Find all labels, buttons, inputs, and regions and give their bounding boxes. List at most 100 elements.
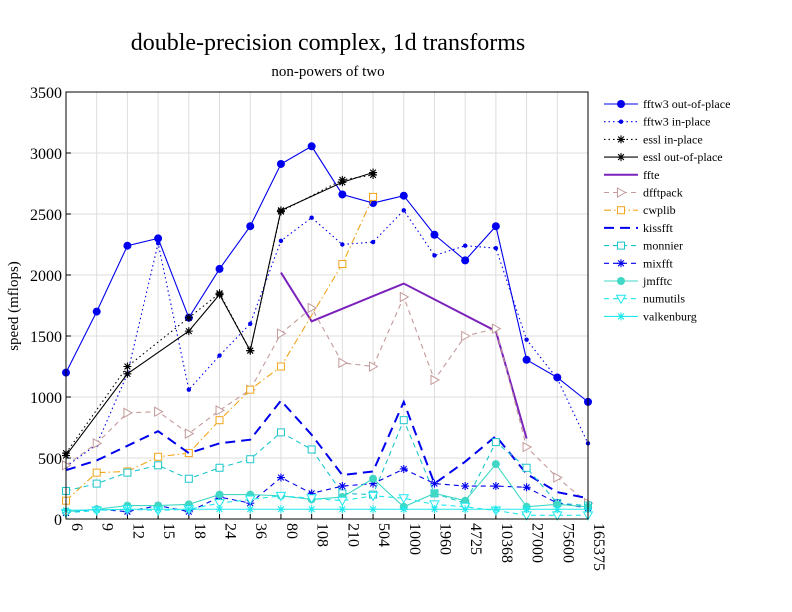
data-point <box>430 479 439 488</box>
legend-label: valkenburg <box>643 309 697 323</box>
data-point <box>491 460 500 469</box>
data-point <box>184 428 195 439</box>
data-point <box>432 253 437 258</box>
chart-title: double-precision complex, 1d transforms <box>131 30 526 56</box>
data-point <box>618 119 624 124</box>
data-point <box>461 496 470 505</box>
data-point <box>123 407 133 419</box>
x-tick-label: 4725 <box>467 523 484 555</box>
data-point <box>92 468 101 477</box>
data-point <box>338 178 347 187</box>
data-point <box>491 482 500 491</box>
series-line <box>65 508 588 512</box>
data-point <box>123 505 132 514</box>
data-point <box>399 505 408 514</box>
data-point <box>491 505 500 514</box>
data-point <box>307 302 318 314</box>
legend-label: jmfftc <box>642 274 672 288</box>
legend-label: dfftpack <box>643 186 683 200</box>
x-tick-label: 165375 <box>590 523 607 571</box>
y-tick-label: 1500 <box>30 329 62 346</box>
series-line <box>65 145 589 403</box>
data-point <box>493 245 499 251</box>
data-point <box>154 234 163 243</box>
data-point <box>522 441 533 453</box>
data-point <box>276 159 285 168</box>
series-jmfftc <box>62 460 592 516</box>
legend-label: essl out-of-place <box>643 150 723 164</box>
series-line <box>65 399 589 500</box>
data-point <box>430 374 440 386</box>
legend-label: essl in-place <box>643 132 703 146</box>
y-tick-label: 3500 <box>30 85 62 102</box>
x-tick-label: 1960 <box>436 523 453 555</box>
legend-entry: ffte <box>604 168 659 182</box>
data-point <box>369 505 378 514</box>
series-line <box>65 463 589 513</box>
legend-label: fftw3 in-place <box>643 115 710 129</box>
series-line <box>65 468 589 514</box>
series-line <box>65 295 589 504</box>
data-point <box>617 206 625 215</box>
x-tick-label: 12 <box>129 523 146 539</box>
data-point <box>340 242 345 247</box>
data-point <box>617 259 625 268</box>
data-point <box>369 361 379 372</box>
grid <box>65 91 589 520</box>
data-point <box>307 505 316 514</box>
data-point <box>617 135 625 144</box>
data-point <box>278 238 284 244</box>
data-point <box>491 222 500 231</box>
series-fftw3-out-of-place <box>62 142 592 406</box>
legend-label: mixfft <box>643 256 673 270</box>
series-dfftpack <box>62 291 594 509</box>
x-tick-label: 18 <box>191 523 208 539</box>
legend-entry: mixfft <box>604 256 673 270</box>
y-tick-label: 2000 <box>30 268 62 285</box>
legend-entry: jmfftc <box>604 274 672 288</box>
data-point <box>617 100 625 108</box>
data-point <box>461 256 470 265</box>
data-point <box>123 241 132 250</box>
legend-label: monnier <box>643 239 683 253</box>
data-point <box>184 474 193 483</box>
series-line <box>65 171 374 456</box>
data-point <box>276 428 285 437</box>
data-point <box>123 468 132 477</box>
data-point <box>307 142 316 151</box>
data-point <box>184 505 193 514</box>
x-tick-label: 504 <box>375 523 392 547</box>
series-line <box>65 196 374 502</box>
data-point <box>369 168 378 177</box>
data-point <box>522 483 531 492</box>
data-point <box>553 505 562 514</box>
data-point <box>399 464 408 473</box>
data-point <box>430 505 439 514</box>
data-point <box>399 291 410 303</box>
legend-label: numutils <box>643 292 685 306</box>
y-tick-label: 3000 <box>30 146 62 163</box>
data-point <box>461 505 470 514</box>
data-point <box>522 505 531 514</box>
data-point <box>369 479 378 488</box>
data-point <box>522 463 531 472</box>
data-point <box>617 312 625 321</box>
data-point <box>186 387 192 392</box>
data-point <box>306 494 318 504</box>
data-point <box>401 208 406 213</box>
data-point <box>309 215 314 220</box>
data-point <box>491 438 500 447</box>
data-point <box>524 337 529 342</box>
data-point <box>617 277 625 285</box>
series-kissfft <box>65 399 589 500</box>
data-point <box>215 416 224 425</box>
data-point <box>369 192 378 201</box>
data-point <box>154 406 164 417</box>
x-tick-label: 36 <box>252 523 269 539</box>
x-tick-label: 80 <box>283 523 300 539</box>
x-tick-label: 210 <box>344 523 361 547</box>
x-tick-label: 24 <box>222 523 239 539</box>
data-point <box>461 482 470 491</box>
data-point <box>555 376 560 381</box>
